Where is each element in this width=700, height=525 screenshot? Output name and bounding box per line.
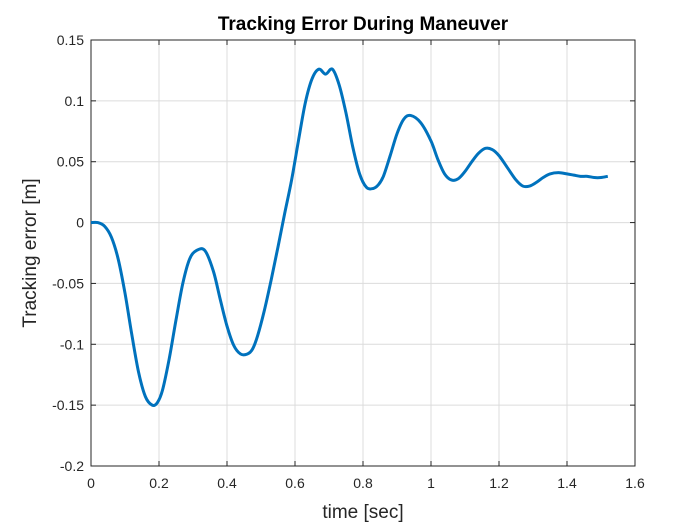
- chart-title: Tracking Error During Maneuver: [218, 14, 509, 35]
- x-tick-label: 1.6: [625, 475, 645, 491]
- y-tick-label: -0.05: [52, 275, 84, 291]
- x-tick-label: 0.2: [149, 475, 169, 491]
- series-group: [90, 67, 609, 408]
- x-tick-label: 0.4: [217, 475, 237, 491]
- y-axis-label: Tracking error [m]: [20, 178, 41, 327]
- y-tick-label: 0.05: [57, 154, 84, 170]
- y-tick-label: -0.1: [60, 336, 84, 352]
- x-axis-label: time [sec]: [322, 502, 403, 523]
- plot-frame: [90, 39, 636, 467]
- tracking-error-line: [90, 67, 609, 408]
- x-tick-label: 0.8: [353, 475, 373, 491]
- y-tick-label: 0: [76, 215, 84, 231]
- y-tick-label: 0.1: [65, 93, 85, 109]
- x-tick-label: 0.6: [285, 475, 305, 491]
- x-tick-label: 1.4: [557, 475, 577, 491]
- y-tick-label: -0.15: [52, 397, 84, 413]
- x-tick-labels: 0 0.2 0.4 0.6 0.8 1 1.2 1.4 1.6: [87, 475, 645, 491]
- y-tick-label: -0.2: [60, 458, 84, 474]
- y-tick-labels: -0.2 -0.15 -0.1 -0.05 0 0.05 0.1 0.15: [52, 32, 84, 474]
- x-tick-label: 1.2: [489, 475, 509, 491]
- y-tick-label: 0.15: [57, 32, 84, 48]
- x-tick-label: 1: [427, 475, 435, 491]
- x-tick-label: 0: [87, 475, 95, 491]
